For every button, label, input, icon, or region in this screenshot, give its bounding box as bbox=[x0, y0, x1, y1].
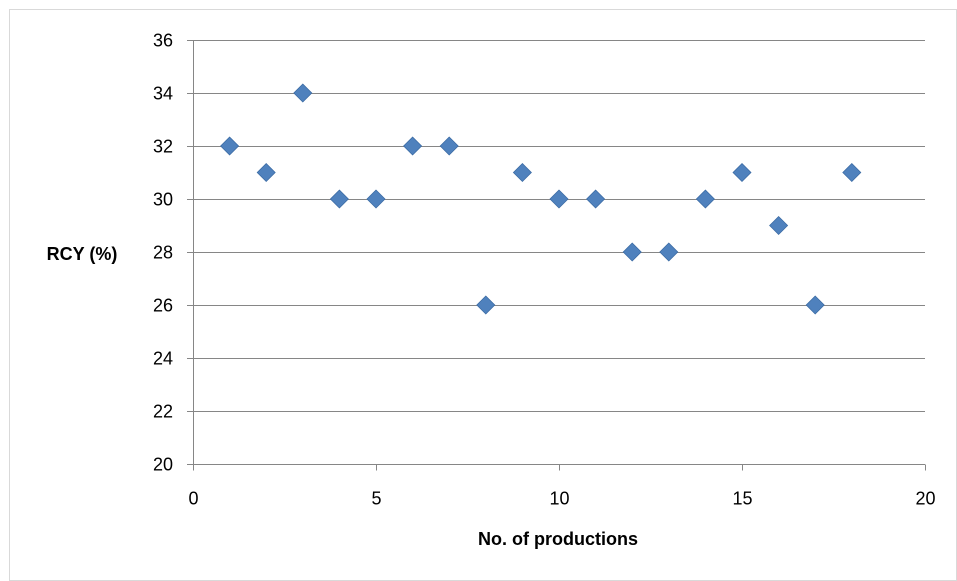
x-axis-title: No. of productions bbox=[478, 529, 638, 549]
data-point bbox=[512, 162, 532, 183]
y-tick-label: 24 bbox=[153, 349, 173, 369]
data-point bbox=[732, 162, 752, 183]
data-point bbox=[695, 189, 715, 209]
data-point bbox=[549, 189, 569, 209]
data-point bbox=[586, 189, 606, 209]
data-point bbox=[805, 295, 825, 315]
y-tick-label: 36 bbox=[153, 31, 173, 51]
y-tick-label: 22 bbox=[153, 402, 173, 422]
data-points bbox=[220, 83, 862, 315]
x-tick-label: 15 bbox=[732, 489, 752, 509]
x-tick-label: 5 bbox=[371, 489, 381, 509]
y-tick-label: 26 bbox=[153, 296, 173, 316]
data-point bbox=[256, 162, 276, 183]
axes bbox=[187, 40, 926, 471]
x-tick-label: 10 bbox=[549, 489, 569, 509]
data-point bbox=[622, 242, 642, 262]
data-point bbox=[329, 189, 349, 209]
tick-labels: 20 22 24 26 28 30 32 34 36 0 5 10 15 20 bbox=[153, 31, 936, 509]
y-tick-label: 34 bbox=[153, 84, 173, 104]
data-point bbox=[220, 136, 240, 156]
y-tick-label: 32 bbox=[153, 137, 173, 157]
data-point bbox=[439, 136, 459, 156]
data-point bbox=[403, 136, 423, 156]
y-tick-label: 30 bbox=[153, 190, 173, 210]
y-tick-label: 20 bbox=[153, 455, 173, 475]
x-tick-label: 20 bbox=[915, 489, 935, 509]
data-point bbox=[769, 215, 789, 236]
x-tick-label: 0 bbox=[188, 489, 198, 509]
data-point bbox=[293, 83, 313, 103]
data-point bbox=[842, 162, 862, 183]
data-point bbox=[366, 189, 386, 209]
data-point bbox=[476, 295, 496, 315]
data-point bbox=[659, 242, 679, 262]
y-axis-title: RCY (%) bbox=[47, 244, 118, 264]
chart-frame bbox=[9, 9, 957, 581]
y-tick-label: 28 bbox=[153, 243, 173, 263]
